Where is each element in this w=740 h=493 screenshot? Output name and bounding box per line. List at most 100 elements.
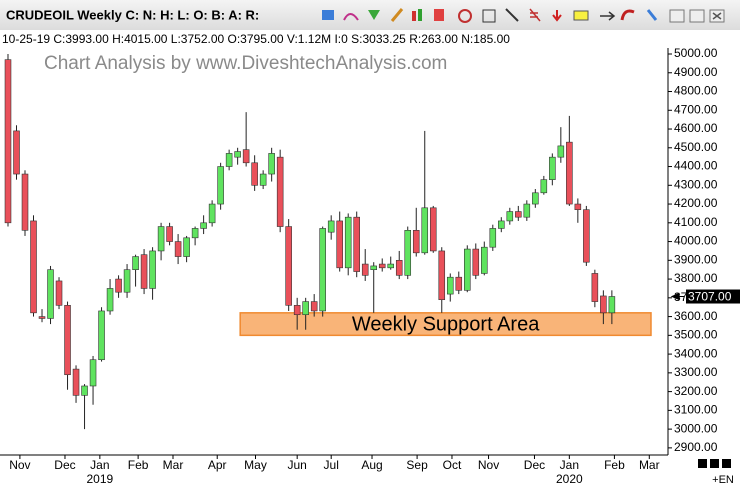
tool-icon[interactable] [368, 10, 380, 20]
tool-icon[interactable] [573, 10, 589, 21]
scroll-box[interactable] [710, 459, 719, 468]
candle-body [327, 220, 335, 233]
y-tick-label: 3500.00 [674, 328, 718, 342]
x-tick-label: Apr [208, 458, 227, 472]
y-tick-label: 3200.00 [674, 384, 718, 398]
y-tick-label: 3900.00 [674, 252, 718, 266]
y-tick-label: 4900.00 [674, 65, 718, 79]
candle-body [498, 220, 505, 229]
x-tick-label: May [244, 458, 267, 472]
y-tick-label: 3000.00 [674, 421, 718, 435]
candle-body [429, 207, 437, 252]
tool-icon[interactable] [418, 9, 422, 21]
candle-body [455, 276, 463, 291]
last-price-box [686, 289, 740, 304]
corner-label: +EN [712, 474, 734, 486]
candle-body [285, 226, 292, 306]
candle-body [506, 211, 514, 222]
candle-body [566, 141, 573, 205]
candle-body [353, 216, 360, 272]
candle-body [344, 216, 352, 269]
candle-body [438, 250, 446, 301]
candle-body [106, 288, 114, 312]
candle-body [370, 265, 377, 270]
y-tick-label: 4000.00 [674, 234, 718, 248]
candle-body [540, 179, 548, 194]
candle-body [13, 130, 20, 175]
y-tick-label: 5000.00 [674, 46, 718, 60]
candle-body [217, 166, 224, 205]
candle-body [21, 173, 29, 231]
candle-body [47, 269, 54, 319]
scroll-box[interactable] [722, 459, 731, 468]
tool-icon[interactable] [620, 9, 635, 21]
candle-body [98, 310, 105, 361]
watermark: Chart Analysis by www.DiveshtechAnalysis… [44, 53, 447, 74]
candle-body [276, 156, 284, 227]
last-price-label: 3707.00 [688, 290, 732, 304]
candle-body [89, 359, 97, 387]
x-tick-label: Jan [560, 458, 579, 472]
y-tick-label: 4100.00 [674, 215, 718, 229]
candle-body [242, 149, 250, 164]
x-tick-label: Aug [361, 458, 382, 472]
y-tick-label: 3300.00 [674, 365, 718, 379]
tool-icon[interactable] [434, 9, 444, 21]
tool-icon[interactable] [600, 11, 616, 21]
x-tick-label: Nov [478, 458, 499, 472]
candle-body [463, 248, 471, 291]
x-tick-label: Sep [406, 458, 428, 472]
candle-body [574, 203, 582, 210]
candle-body [157, 226, 165, 252]
tool-icon[interactable] [552, 10, 562, 22]
y-tick-label: 4200.00 [674, 196, 718, 210]
x-tick-label: Nov [9, 458, 30, 472]
candle-body [319, 228, 326, 312]
candle-body [208, 203, 216, 224]
year-label: 2019 [86, 472, 113, 486]
candle-body [336, 220, 343, 269]
candle-body [412, 230, 420, 254]
candle-body [64, 305, 71, 376]
tool-icon[interactable] [343, 13, 359, 21]
tool-icon[interactable] [458, 9, 472, 23]
y-tick-label: 3100.00 [674, 403, 718, 417]
candle-body [30, 220, 37, 314]
tool-icon[interactable] [529, 8, 541, 22]
tool-icon[interactable] [390, 8, 404, 22]
scroll-box[interactable] [698, 459, 707, 468]
tool-icon[interactable] [505, 8, 519, 22]
x-tick-label: Dec [524, 458, 545, 472]
candle-body [55, 280, 63, 306]
x-tick-label: Jan [90, 458, 109, 472]
candle-body [81, 385, 88, 396]
candle-body [38, 316, 46, 319]
candle-body [234, 151, 241, 158]
y-tick-label: 4400.00 [674, 159, 718, 173]
candle-body [532, 192, 539, 205]
candle-body [557, 145, 565, 158]
candle-body [387, 263, 395, 269]
toolbar [322, 8, 725, 23]
tool-icon[interactable] [412, 11, 416, 21]
window-title: CRUDEOIL Weekly C: N: H: L: O: B: A: R: [6, 7, 259, 22]
candle-body [149, 250, 156, 289]
minimize-button[interactable] [669, 9, 685, 23]
candle-body [191, 228, 199, 239]
candle-body [591, 273, 599, 302]
tool-icon[interactable] [322, 10, 334, 20]
x-tick-label: Dec [54, 458, 75, 472]
candle-body [251, 162, 258, 186]
tool-icon[interactable] [646, 9, 658, 21]
x-tick-label: Jul [324, 458, 339, 472]
maximize-button[interactable] [689, 9, 705, 23]
title-bar [0, 0, 740, 30]
candle-body [174, 241, 182, 257]
candle-body [446, 276, 454, 295]
candle-body [123, 269, 131, 293]
y-tick-label: 4700.00 [674, 102, 718, 116]
candle-body [489, 228, 497, 248]
x-tick-label: Oct [443, 458, 462, 472]
tool-icon[interactable] [482, 9, 496, 23]
y-tick-label: 4300.00 [674, 177, 718, 191]
